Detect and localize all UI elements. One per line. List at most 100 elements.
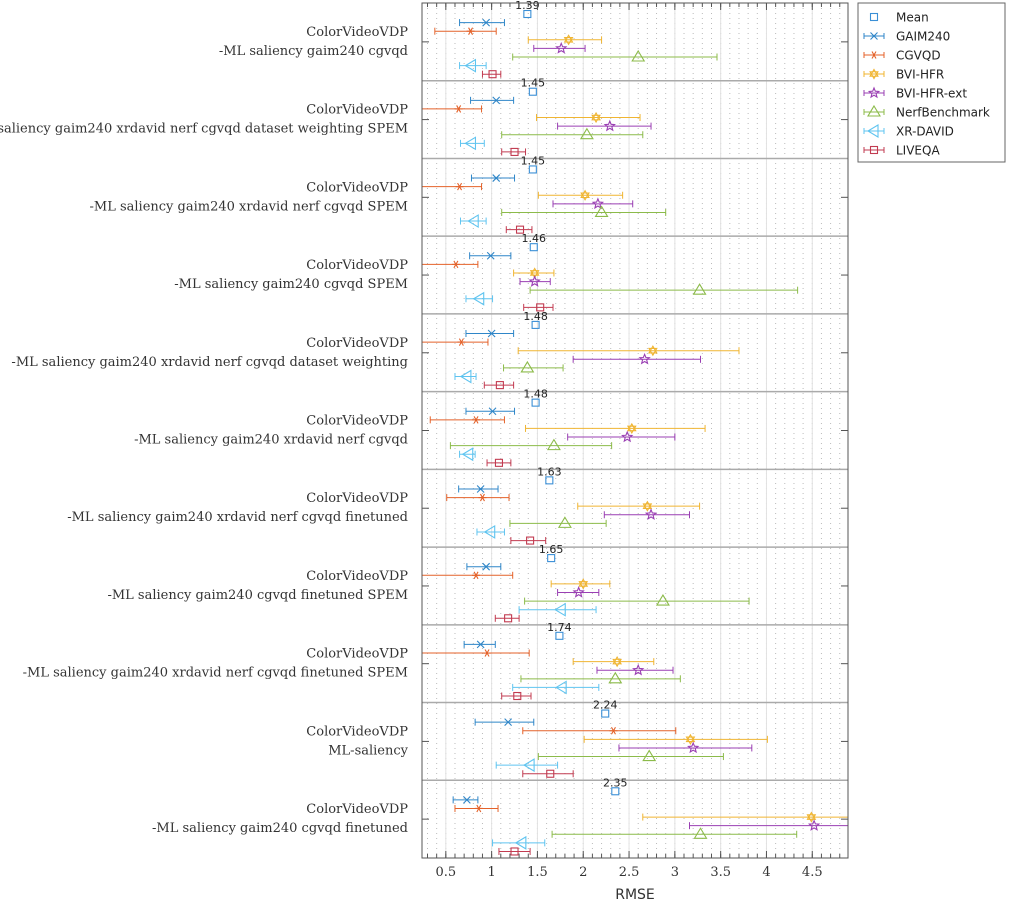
category-label-line2: ML-saliency — [328, 743, 408, 758]
category-label-line1: ColorVideoVDP — [306, 724, 408, 739]
x-marker — [476, 485, 485, 493]
data-point-bvi-hfr — [591, 111, 601, 124]
star-marker — [528, 275, 541, 287]
square-marker — [869, 12, 879, 22]
legend-label: LIVEQA — [896, 144, 940, 158]
triangle-up-marker — [631, 49, 646, 62]
legend-marker-cgvqd — [870, 51, 878, 59]
data-point-xr-david — [461, 447, 474, 462]
legend-label: XR-DAVID — [896, 125, 954, 139]
data-marks: 1.391.451.451.461.481.481.631.651.742.24… — [422, 0, 848, 856]
hexagram-marker — [648, 345, 658, 357]
data-point-bvi-hfr-ext — [528, 275, 541, 287]
x-marker — [486, 251, 495, 260]
mean-point — [529, 243, 538, 252]
square-marker — [555, 631, 564, 640]
data-point-bvi-hfr-ext — [555, 41, 568, 54]
data-point-bvi-hfr — [685, 733, 696, 745]
x-marker — [463, 795, 471, 804]
square-marker — [526, 536, 535, 545]
data-point-gaim240 — [488, 407, 497, 416]
data-point-liveqa — [488, 70, 497, 79]
square-marker — [547, 554, 556, 563]
data-point-gaim240 — [463, 795, 471, 804]
data-point-bvi-hfr — [642, 500, 653, 512]
asterisk-marker — [451, 260, 460, 269]
square-marker — [488, 70, 497, 79]
x-tick-label: 4 — [762, 865, 770, 880]
data-point-bvi-hfr — [626, 422, 637, 435]
data-point-liveqa — [504, 614, 513, 623]
data-point-bvi-hfr-ext — [638, 352, 651, 365]
hexagram-marker — [580, 189, 590, 201]
data-point-bvi-hfr-ext — [572, 586, 585, 598]
data-point-bvi-hfr-ext — [807, 819, 821, 831]
triangle-left-marker — [467, 214, 479, 229]
asterisk-marker — [457, 338, 466, 346]
mean-value-label: 1.48 — [523, 310, 548, 323]
data-point-gaim240 — [492, 174, 501, 182]
legend-marker-bvi-hfr — [869, 68, 879, 80]
legend-marker-mean — [869, 12, 879, 22]
x-tick-label: 3.5 — [710, 865, 731, 880]
data-point-liveqa — [513, 691, 522, 701]
star-marker — [867, 86, 881, 99]
asterisk-marker — [472, 571, 481, 580]
hexagram-marker — [626, 422, 637, 435]
triangle-up-marker — [546, 438, 561, 451]
star-marker — [621, 430, 634, 443]
triangle-up-marker — [608, 671, 623, 684]
square-marker — [510, 847, 519, 856]
legend-label: CGVQD — [896, 49, 941, 63]
data-point-bvi-hfr-ext — [687, 741, 700, 754]
category-label-line1: ColorVideoVDP — [306, 336, 408, 351]
data-point-bvi-hfr-ext — [603, 119, 616, 132]
mean-value-label: 1.48 — [523, 388, 548, 401]
data-point-bvi-hfr-ext — [632, 663, 645, 676]
x-tick-label: 2.5 — [619, 865, 640, 880]
star-marker — [687, 741, 700, 754]
legend-box — [857, 2, 1006, 163]
legend-marker-liveqa — [869, 145, 879, 155]
data-point-cgvqd — [472, 571, 481, 580]
mean-point — [545, 476, 554, 485]
category-label-line1: ColorVideoVDP — [306, 647, 408, 662]
mean-value-label: 1.65 — [539, 543, 564, 556]
data-point-nerfbenchmark — [655, 594, 670, 606]
square-marker — [495, 381, 504, 390]
triangle-left-marker — [483, 524, 496, 539]
triangle-up-marker — [557, 516, 572, 528]
star-marker — [603, 119, 616, 132]
data-point-bvi-hfr-ext — [621, 430, 634, 443]
data-point-cgvqd — [472, 416, 481, 424]
category-label-line1: ColorVideoVDP — [306, 258, 408, 273]
legend-marker-xr-david — [866, 124, 879, 138]
legend-marker-bvi-hfr-ext — [867, 86, 881, 99]
y-axis-labels: ColorVideoVDP -ML saliency gaim240 cgvqd C… — [0, 25, 409, 836]
triangle-left-marker — [472, 291, 485, 306]
data-point-cgvqd — [466, 27, 475, 35]
triangle-up-marker — [520, 360, 535, 373]
category-label-line1: ColorVideoVDP — [306, 414, 408, 429]
category-label-line1: ColorVideoVDP — [306, 103, 408, 118]
data-point-liveqa — [510, 147, 519, 156]
star-marker — [572, 586, 585, 598]
data-point-gaim240 — [476, 640, 485, 649]
category-label-line2: -ML saliency gaim240 cgvqd — [219, 44, 408, 59]
data-point-nerfbenchmark — [693, 827, 708, 839]
mean-value-label: 2.35 — [603, 776, 628, 789]
square-marker — [529, 243, 538, 252]
data-point-cgvqd — [457, 338, 466, 346]
square-marker — [528, 87, 537, 96]
asterisk-marker — [454, 105, 463, 113]
mean-value-label: 1.63 — [537, 465, 562, 478]
data-point-xr-david — [483, 524, 496, 539]
asterisk-marker — [455, 182, 464, 191]
data-point-cgvqd — [474, 804, 483, 813]
data-point-gaim240 — [482, 562, 491, 571]
triangle-up-marker — [579, 127, 594, 140]
data-point-cgvqd — [455, 182, 464, 191]
data-point-liveqa — [546, 769, 555, 778]
data-point-xr-david — [464, 136, 477, 151]
